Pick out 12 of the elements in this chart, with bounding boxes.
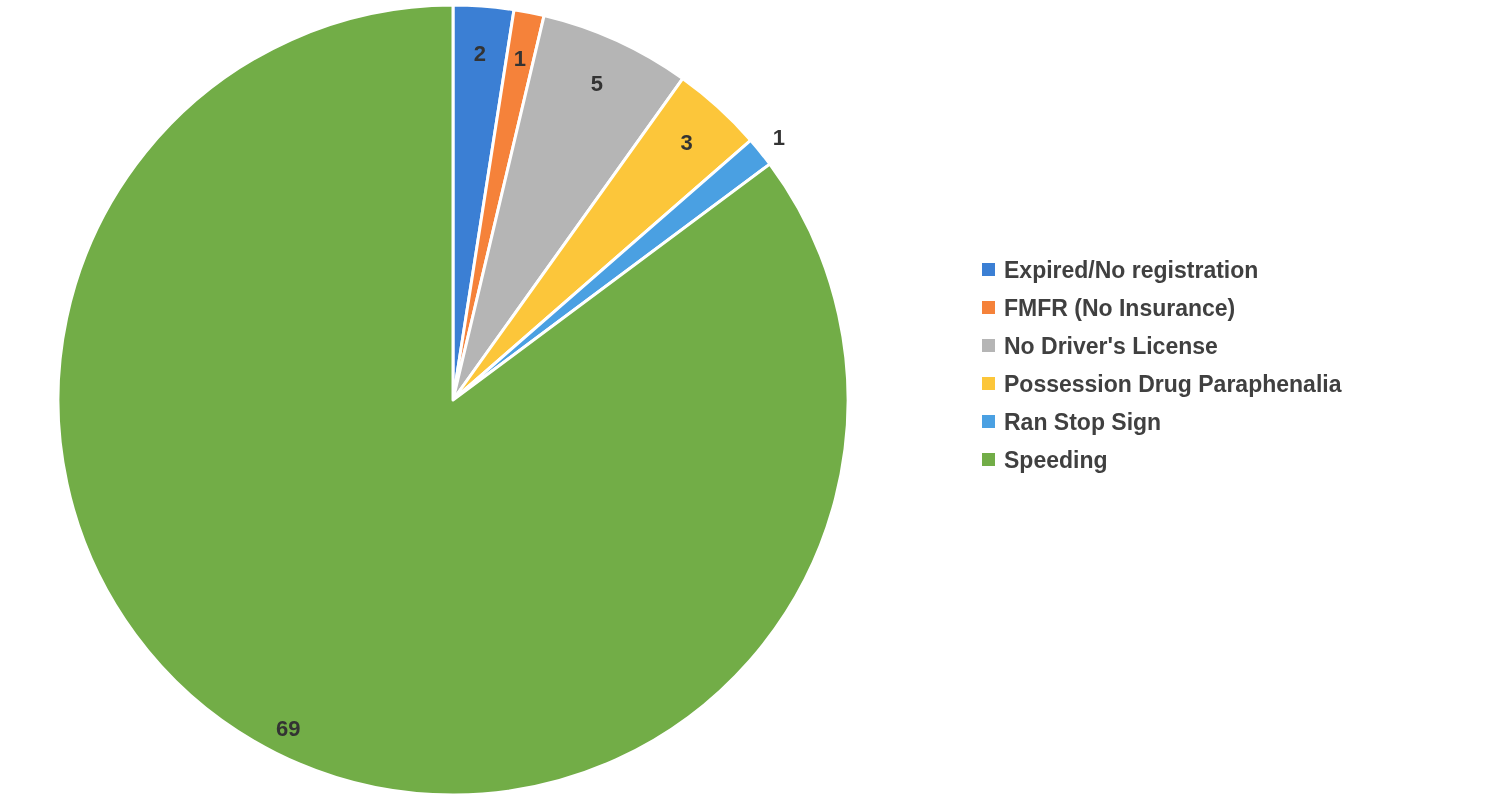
legend-label: No Driver's License [1004, 333, 1218, 359]
legend-label: Possession Drug Paraphenalia [1004, 371, 1342, 397]
legend-label: Speeding [1004, 447, 1108, 473]
data-label: 1 [513, 46, 527, 72]
data-label: 69 [275, 715, 301, 741]
data-label: 1 [772, 124, 786, 150]
legend-label: Expired/No registration [1004, 257, 1259, 283]
data-label: 3 [680, 130, 693, 156]
data-label: 2 [473, 40, 487, 66]
data-label: 5 [590, 71, 603, 97]
legend-label: Ran Stop Sign [1004, 409, 1162, 435]
legend-label: FMFR (No Insurance) [1004, 295, 1236, 321]
